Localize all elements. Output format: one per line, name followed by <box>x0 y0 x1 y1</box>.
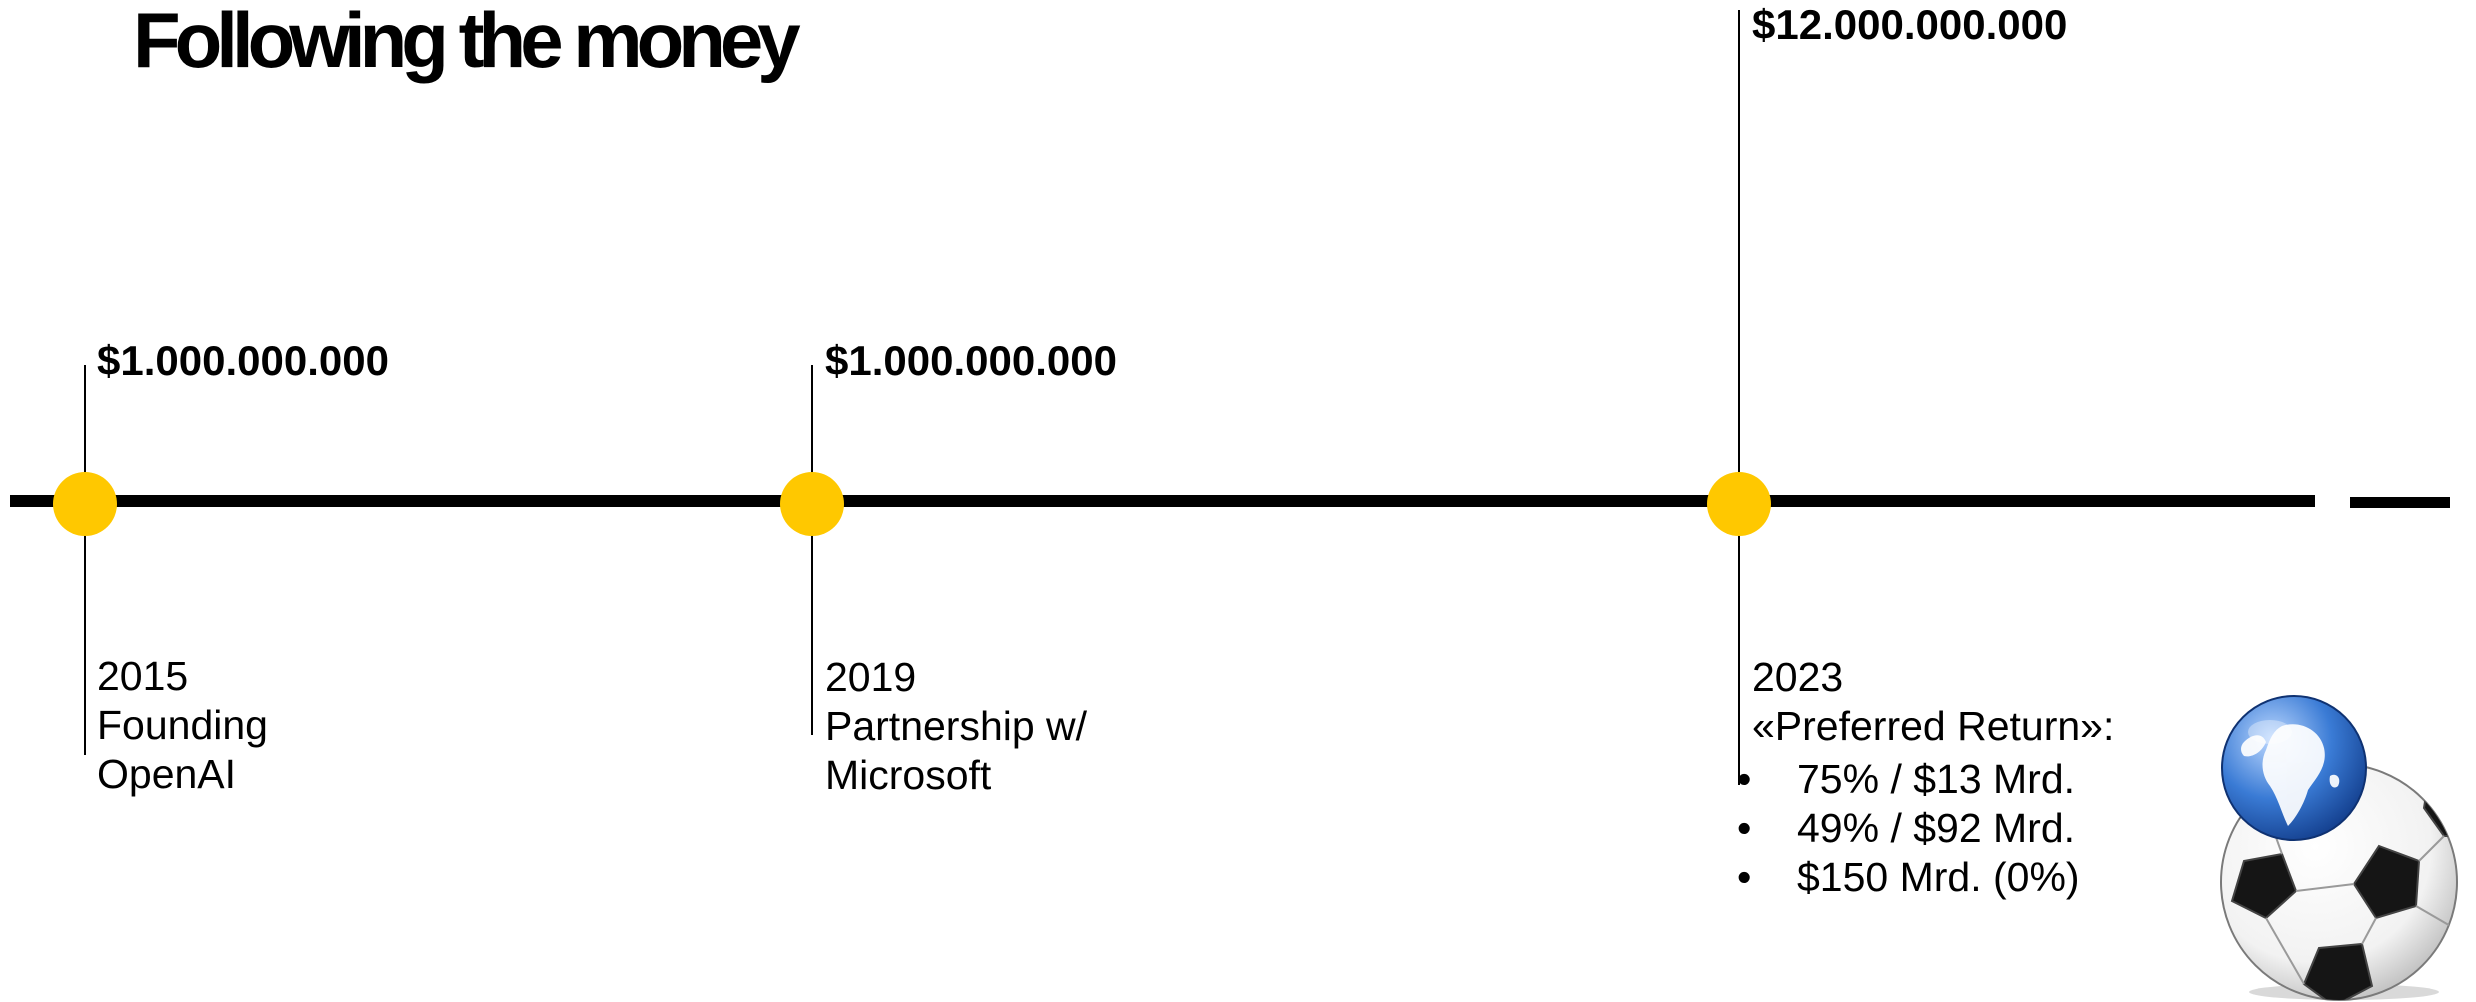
bullet-icon: • <box>1737 854 1752 900</box>
event-3-marker <box>1707 472 1771 536</box>
event-1-line-2: OpenAI <box>97 751 237 797</box>
bullet-icon: • <box>1737 805 1752 851</box>
event-2-marker <box>780 472 844 536</box>
event-2-label: 2019 Partnership w/ Microsoft <box>825 653 1087 800</box>
event-2-line-1: Partnership w/ <box>825 703 1088 749</box>
list-item-text: $150 Mrd. (0%) <box>1797 854 2080 900</box>
soccer-ball-globe-icon <box>2220 695 2458 1001</box>
event-2-year: 2019 <box>825 654 917 700</box>
event-1-line-1: Founding <box>97 702 268 748</box>
event-2-amount: $1.000.000.000 <box>825 337 1117 384</box>
event-3-line-1: «Preferred Return»: <box>1752 703 2115 749</box>
preferred-return-list: • 75% / $13 Mrd. • 49% / $92 Mrd. • $150 Mr… <box>1737 755 2080 902</box>
event-3-stem-upper <box>1738 10 1740 500</box>
event-1-stem-upper <box>84 365 86 500</box>
event-3-stem-lower <box>1738 505 1740 785</box>
page-title: Following the money <box>133 0 801 84</box>
list-item: • 49% / $92 Mrd. <box>1737 804 2080 853</box>
event-3-year: 2023 <box>1752 654 1844 700</box>
event-2-line-2: Microsoft <box>825 752 992 798</box>
list-item: • $150 Mrd. (0%) <box>1737 853 2080 902</box>
list-item-text: 75% / $13 Mrd. <box>1797 756 2076 802</box>
event-3-amount: $12.000.000.000 <box>1752 1 2068 48</box>
list-item: • 75% / $13 Mrd. <box>1737 755 2080 804</box>
event-1-year: 2015 <box>97 653 189 699</box>
list-item-text: 49% / $92 Mrd. <box>1797 805 2076 851</box>
timeline-axis <box>10 495 2315 507</box>
event-1-label: 2015 Founding OpenAI <box>97 652 268 799</box>
timeline-axis-dash <box>2350 497 2450 508</box>
event-1-amount: $1.000.000.000 <box>97 337 389 384</box>
event-1-marker <box>53 472 117 536</box>
event-3-label: 2023 «Preferred Return»: <box>1752 653 2114 751</box>
event-1-stem-lower <box>84 505 86 755</box>
event-2-stem-upper <box>811 365 813 500</box>
bullet-icon: • <box>1737 756 1752 802</box>
event-2-stem-lower <box>811 505 813 735</box>
